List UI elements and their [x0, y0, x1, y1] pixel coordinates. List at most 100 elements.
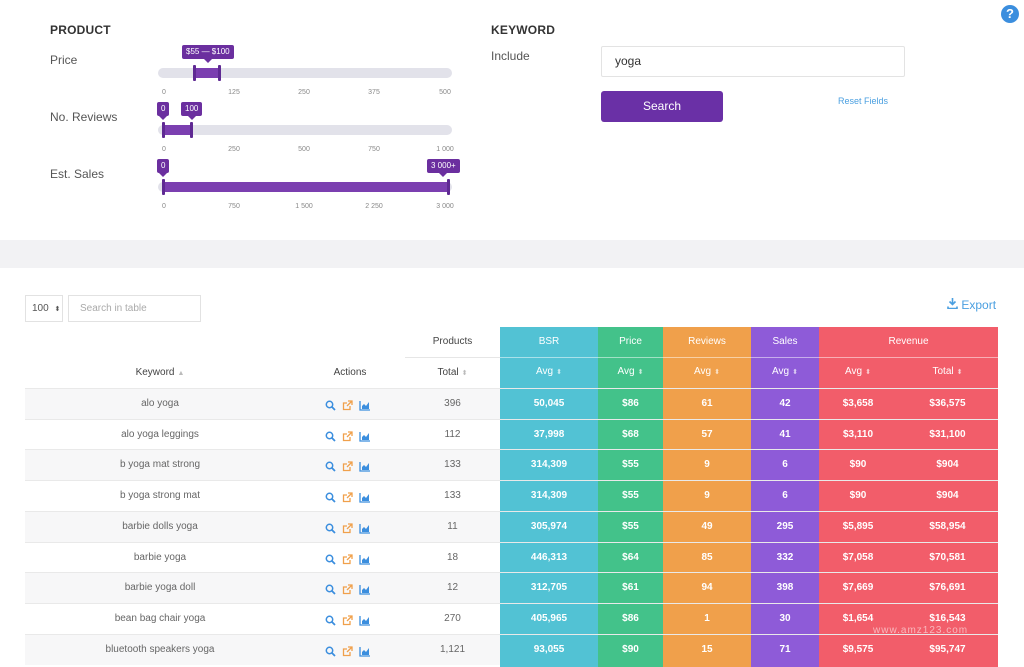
sales-cell: 398 — [776, 582, 794, 594]
bsr-cell: 37,998 — [533, 428, 565, 440]
search-icon[interactable] — [325, 521, 336, 534]
chart-icon[interactable] — [359, 521, 370, 534]
price-cell: $86 — [622, 612, 639, 624]
include-label: Include — [491, 49, 530, 63]
bsr-cell: 50,045 — [533, 398, 565, 409]
revenue-avg-header[interactable]: Avg ⬍ — [845, 366, 871, 377]
external-link-icon[interactable] — [342, 459, 353, 472]
row-stripe — [25, 389, 500, 419]
sales-max-handle[interactable] — [447, 179, 450, 195]
search-icon[interactable] — [325, 490, 336, 503]
search-icon[interactable] — [325, 613, 336, 626]
reviews-slider-track[interactable] — [158, 122, 452, 138]
chart-icon[interactable] — [359, 429, 370, 442]
chart-icon[interactable] — [359, 398, 370, 411]
reviews-avg-header[interactable]: Avg ⬍ — [694, 366, 720, 377]
revenue-total-header[interactable]: Total ⬍ — [932, 366, 963, 377]
reviews-max-handle[interactable] — [190, 122, 193, 138]
help-icon[interactable]: ? — [1001, 5, 1019, 23]
chart-icon[interactable] — [359, 552, 370, 565]
reviews-max-bubble: 100 — [181, 102, 203, 120]
total-column-header[interactable]: Total ⬍ — [437, 367, 468, 378]
external-link-icon[interactable] — [342, 490, 353, 503]
search-icon[interactable] — [325, 398, 336, 411]
search-icon[interactable] — [325, 459, 336, 473]
price-cell: $61 — [622, 582, 639, 594]
revenue-avg-cell: $90 — [849, 490, 867, 502]
bsr-avg-header[interactable]: Avg ⬍ — [536, 366, 562, 377]
search-icon[interactable] — [325, 644, 336, 657]
price-slider-track[interactable] — [158, 65, 452, 81]
price-tick: 500 — [439, 89, 451, 96]
row-stripe — [25, 450, 500, 481]
sales-tick: 0 — [162, 203, 166, 210]
revenue-avg-cell: $9,575 — [842, 643, 874, 655]
reviews-min-handle[interactable] — [162, 122, 165, 138]
sales-slider-fill — [163, 182, 449, 192]
keyword-column-header[interactable]: Keyword ▲ — [135, 367, 185, 378]
bsr-column-band: BSR Avg ⬍ — [500, 327, 598, 667]
search-icon[interactable] — [325, 429, 336, 442]
reviews-tick: 250 — [228, 146, 240, 153]
revenue-total-cell: $904 — [936, 490, 959, 502]
price-cell: $55 — [622, 520, 639, 532]
external-link-icon[interactable] — [342, 429, 353, 441]
bsr-cell: 314,309 — [530, 459, 568, 471]
total-cell: 396 — [444, 398, 461, 409]
page-size-value: 100 — [32, 303, 49, 314]
external-link-icon[interactable] — [342, 582, 353, 595]
chart-icon[interactable] — [359, 582, 370, 595]
price-cell: $55 — [622, 490, 639, 502]
filter-panel: PRODUCT Price $55 — $100 0 125 250 375 5… — [0, 0, 1024, 240]
keyword-cell: alo yoga — [141, 398, 179, 409]
download-icon — [947, 298, 961, 312]
total-cell: 1,121 — [439, 643, 466, 655]
sales-cell: 71 — [779, 643, 791, 655]
sales-cell: 6 — [782, 490, 788, 502]
reset-fields-link[interactable]: Reset Fields — [838, 96, 889, 106]
keyword-include-input[interactable]: yoga — [601, 46, 905, 77]
external-link-icon[interactable] — [342, 398, 353, 411]
price-min-handle[interactable] — [193, 65, 196, 81]
sales-min-handle[interactable] — [162, 179, 165, 195]
chart-icon[interactable] — [359, 644, 370, 657]
updown-icon: ⬍ — [54, 306, 61, 313]
price-label: Price — [50, 53, 78, 67]
keyword-cell: barbie yoga doll — [124, 582, 196, 594]
external-link-icon[interactable] — [342, 613, 353, 626]
price-cell: $90 — [622, 643, 639, 655]
table-row: barbie yoga doll 12 312,705 $61 94 398 $7,669 $… — [25, 572, 998, 604]
revenue-avg-cell: $3,658 — [842, 398, 874, 409]
price-slider-fill — [194, 68, 220, 78]
search-button[interactable]: Search — [601, 91, 723, 122]
keyword-cell: barbie dolls yoga — [122, 520, 198, 532]
export-button[interactable]: Export — [947, 298, 996, 312]
reviews-group-header: Reviews — [688, 336, 726, 347]
search-icon[interactable] — [325, 552, 336, 565]
external-link-icon[interactable] — [342, 521, 353, 533]
external-link-icon[interactable] — [342, 644, 353, 656]
sales-cell: 42 — [779, 398, 791, 409]
keyword-cell: alo yoga leggings — [121, 428, 199, 440]
keyword-cell: b yoga strong mat — [119, 490, 201, 502]
page-size-select[interactable]: 100 ⬍ — [25, 295, 63, 322]
bsr-group-header: BSR — [538, 336, 560, 347]
table-search-input[interactable]: Search in table — [68, 295, 201, 322]
table-row: barbie yoga 18 446,313 $64 85 332 $7,058 $70,58… — [25, 541, 998, 573]
chart-icon[interactable] — [359, 490, 370, 503]
table-row: b yoga mat strong 133 314,309 $55 9 6 $90 $904 — [25, 449, 998, 481]
sales-avg-header[interactable]: Avg ⬍ — [772, 366, 798, 377]
sales-tick: 2 250 — [365, 203, 383, 210]
section-divider — [0, 240, 1024, 268]
chart-icon[interactable] — [359, 613, 370, 626]
search-icon[interactable] — [325, 582, 336, 595]
sales-label: Est. Sales — [50, 167, 105, 181]
price-avg-header[interactable]: Avg ⬍ — [617, 366, 644, 377]
price-max-handle[interactable] — [218, 65, 221, 81]
sales-slider-track[interactable] — [158, 179, 452, 195]
bsr-cell: 446,313 — [530, 551, 568, 563]
external-link-icon[interactable] — [342, 552, 353, 564]
chart-icon[interactable] — [359, 459, 370, 473]
revenue-total-cell: $16,543 — [929, 612, 966, 624]
sales-cell: 6 — [782, 459, 788, 471]
